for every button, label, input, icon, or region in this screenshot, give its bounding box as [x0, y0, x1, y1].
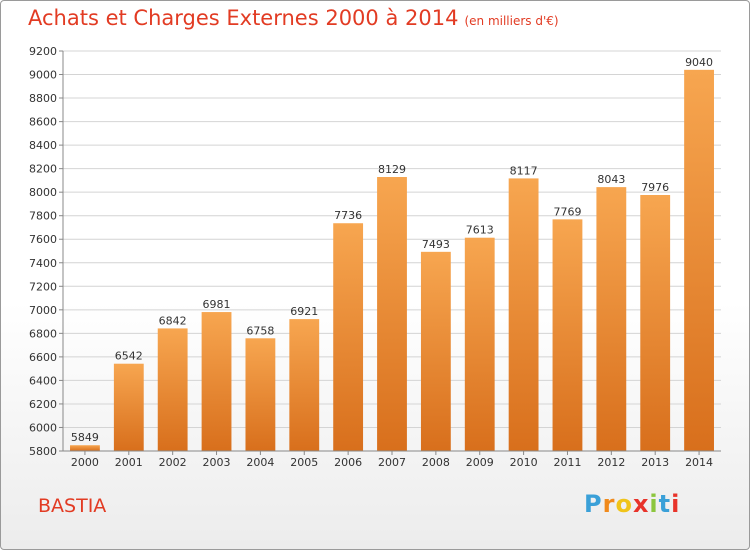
bar-2001 [113, 363, 144, 451]
y-tick-label: 6800 [29, 327, 57, 340]
y-tick-label: 8400 [29, 139, 57, 152]
logo-letter: i [649, 490, 659, 518]
value-label-2003: 6981 [203, 298, 231, 311]
bar-2005 [289, 319, 320, 451]
y-tick-label: 9000 [29, 69, 57, 82]
x-tick-label-2011: 2011 [553, 456, 581, 469]
y-tick-label: 8600 [29, 116, 57, 129]
city-label: BASTIA [38, 495, 107, 517]
value-label-2012: 8043 [597, 173, 625, 186]
bar-2010 [508, 178, 539, 452]
value-label-2005: 6921 [290, 305, 318, 318]
x-tick-label-2008: 2008 [422, 456, 450, 469]
bar-2012 [596, 187, 627, 451]
x-tick-label-2007: 2007 [378, 456, 406, 469]
bar-2014 [684, 69, 714, 451]
x-tick-label-2006: 2006 [334, 456, 362, 469]
bar-2006 [333, 223, 364, 451]
y-tick-label: 6200 [29, 398, 57, 411]
value-label-2011: 7769 [553, 205, 581, 218]
x-axis: 2000 2001 2002 2003 2004 2005 2006 2007 2008 2009… [63, 450, 721, 469]
x-tick-label-2002: 2002 [159, 456, 187, 469]
y-tick-label: 7400 [29, 257, 57, 270]
value-label-2014: 9040 [685, 56, 713, 69]
value-label-2004: 6758 [246, 324, 274, 337]
y-tick-label: 7000 [29, 304, 57, 317]
y-tick-label: 7600 [29, 233, 57, 246]
value-label-2009: 7613 [466, 224, 494, 237]
y-tick-label: 5800 [29, 445, 57, 458]
bar-2008 [420, 251, 451, 451]
x-tick-label-2000: 2000 [71, 456, 99, 469]
x-tick-label-2001: 2001 [115, 456, 143, 469]
bar-2013 [640, 195, 671, 451]
bar-2004 [245, 338, 276, 451]
y-axis: 5800 6000 6200 6400 6600 6800 7000 7200 7400 7600… [29, 45, 64, 458]
bar-2007 [377, 177, 407, 451]
value-label-2013: 7976 [641, 181, 669, 194]
x-tick-label-2014: 2014 [685, 456, 713, 469]
y-tick-label: 8000 [29, 186, 57, 199]
bar-2009 [464, 237, 495, 451]
value-label-2006: 7736 [334, 209, 362, 222]
y-tick-label: 8200 [29, 163, 57, 176]
x-tick-label-2004: 2004 [246, 456, 274, 469]
bars: 5849 6542 6842 6981 6758 6921 7736 8129 7493 7613… [70, 56, 714, 452]
logo-letter: o [615, 490, 633, 518]
logo-letter: r [602, 490, 616, 518]
value-label-2010: 8117 [510, 164, 538, 177]
chart-title: Achats et Charges Externes 2000 à 2014 (e… [28, 6, 559, 30]
x-tick-label-2003: 2003 [203, 456, 231, 469]
value-label-2008: 7493 [422, 238, 450, 251]
chart-title-text: Achats et Charges Externes 2000 à 2014 [28, 6, 459, 30]
bar-2000 [70, 445, 100, 451]
y-tick-label: 7200 [29, 280, 57, 293]
value-label-2007: 8129 [378, 163, 406, 176]
x-tick-label-2009: 2009 [466, 456, 494, 469]
logo-letter: t [658, 490, 672, 518]
y-tick-label: 7800 [29, 210, 57, 223]
value-label-2000: 5849 [71, 431, 99, 444]
chart-subtitle: (en milliers d'€) [464, 14, 559, 28]
bar-2002 [157, 328, 188, 451]
x-tick-label-2013: 2013 [641, 456, 669, 469]
y-tick-label: 6000 [29, 421, 57, 434]
x-tick-label-2012: 2012 [597, 456, 625, 469]
x-tick-label-2005: 2005 [290, 456, 318, 469]
value-label-2002: 6842 [159, 314, 187, 327]
value-label-2001: 6542 [115, 350, 143, 363]
bar-2011 [552, 219, 583, 451]
proxiti-logo: Proxiti [584, 490, 680, 518]
y-tick-label: 6400 [29, 374, 57, 387]
x-tick-label-2010: 2010 [510, 456, 538, 469]
logo-letter: i [671, 490, 681, 518]
y-tick-label: 8800 [29, 92, 57, 105]
logo-letter: P [584, 490, 603, 518]
logo-letter: x [632, 490, 650, 518]
y-tick-label: 6600 [29, 351, 57, 364]
y-tick-label: 9200 [29, 45, 57, 58]
bar-2003 [201, 312, 232, 451]
